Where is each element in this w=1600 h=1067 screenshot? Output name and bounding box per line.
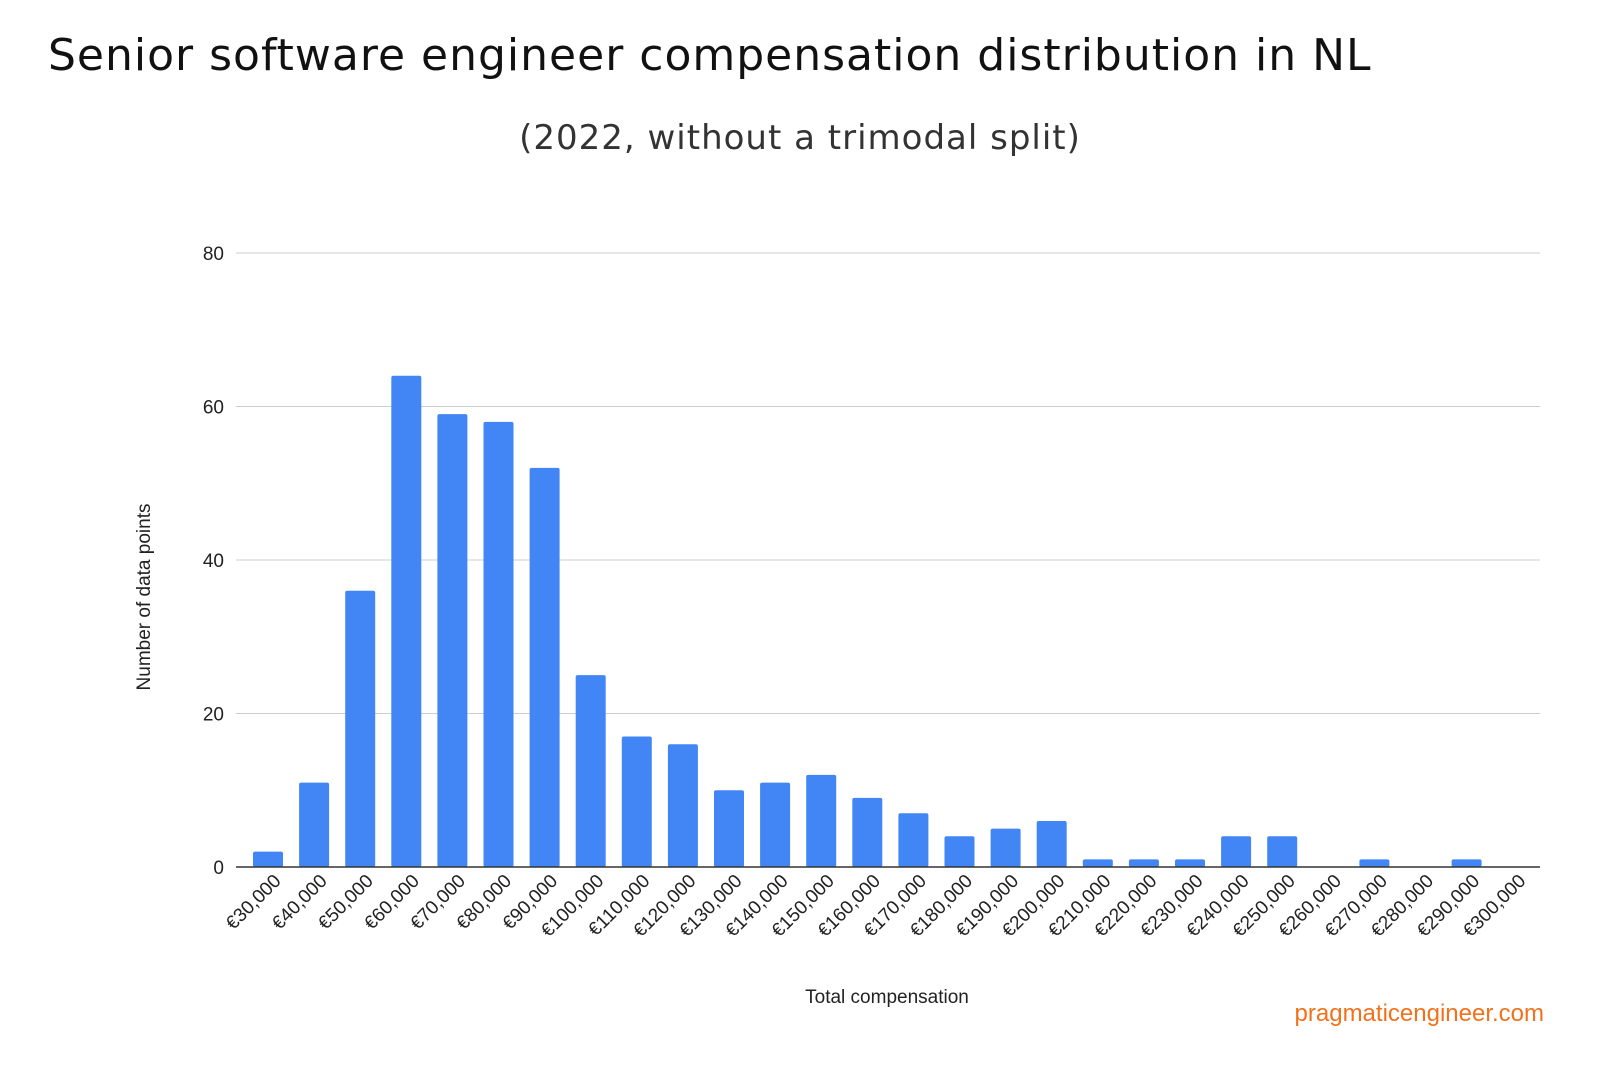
bar xyxy=(437,414,468,867)
bar xyxy=(898,813,929,867)
bar xyxy=(667,744,698,867)
chart-title: Senior software engineer compensation di… xyxy=(48,30,1372,81)
bars xyxy=(253,375,1482,867)
gridlines xyxy=(236,252,1540,714)
bar xyxy=(806,774,837,867)
bar xyxy=(852,797,883,867)
bar xyxy=(1267,836,1298,867)
bar xyxy=(1036,820,1067,867)
x-axis-ticks: €30,000€40,000€50,000€60,000€70,000€80,0… xyxy=(222,871,1530,942)
y-tick-label: 0 xyxy=(213,858,224,879)
bar xyxy=(990,828,1021,867)
y-tick-label: 20 xyxy=(203,705,224,726)
bar xyxy=(1359,859,1390,867)
bar xyxy=(529,467,560,867)
x-axis-label: Total compensation xyxy=(805,987,969,1008)
y-axis-label: Number of data points xyxy=(134,504,155,691)
bar xyxy=(253,851,283,867)
y-axis-ticks: 0 20 40 60 80 xyxy=(203,244,224,879)
bar xyxy=(345,590,376,867)
bar xyxy=(760,782,791,867)
bar xyxy=(714,790,744,867)
bar xyxy=(299,782,330,867)
bar xyxy=(621,736,652,867)
bar xyxy=(1221,836,1252,867)
bar xyxy=(1128,859,1159,867)
bar xyxy=(1175,859,1205,867)
watermark: pragmaticengineer.com xyxy=(1294,1000,1544,1027)
bar xyxy=(944,836,975,867)
bar xyxy=(1451,859,1482,867)
y-tick-label: 60 xyxy=(203,398,224,419)
bar xyxy=(391,375,422,867)
bar xyxy=(575,675,606,867)
y-tick-label: 40 xyxy=(203,551,224,572)
bar xyxy=(1082,859,1113,867)
bar xyxy=(483,421,514,867)
chart-subtitle: (2022, without a trimodal split) xyxy=(519,118,1081,158)
y-tick-label: 80 xyxy=(203,244,224,265)
